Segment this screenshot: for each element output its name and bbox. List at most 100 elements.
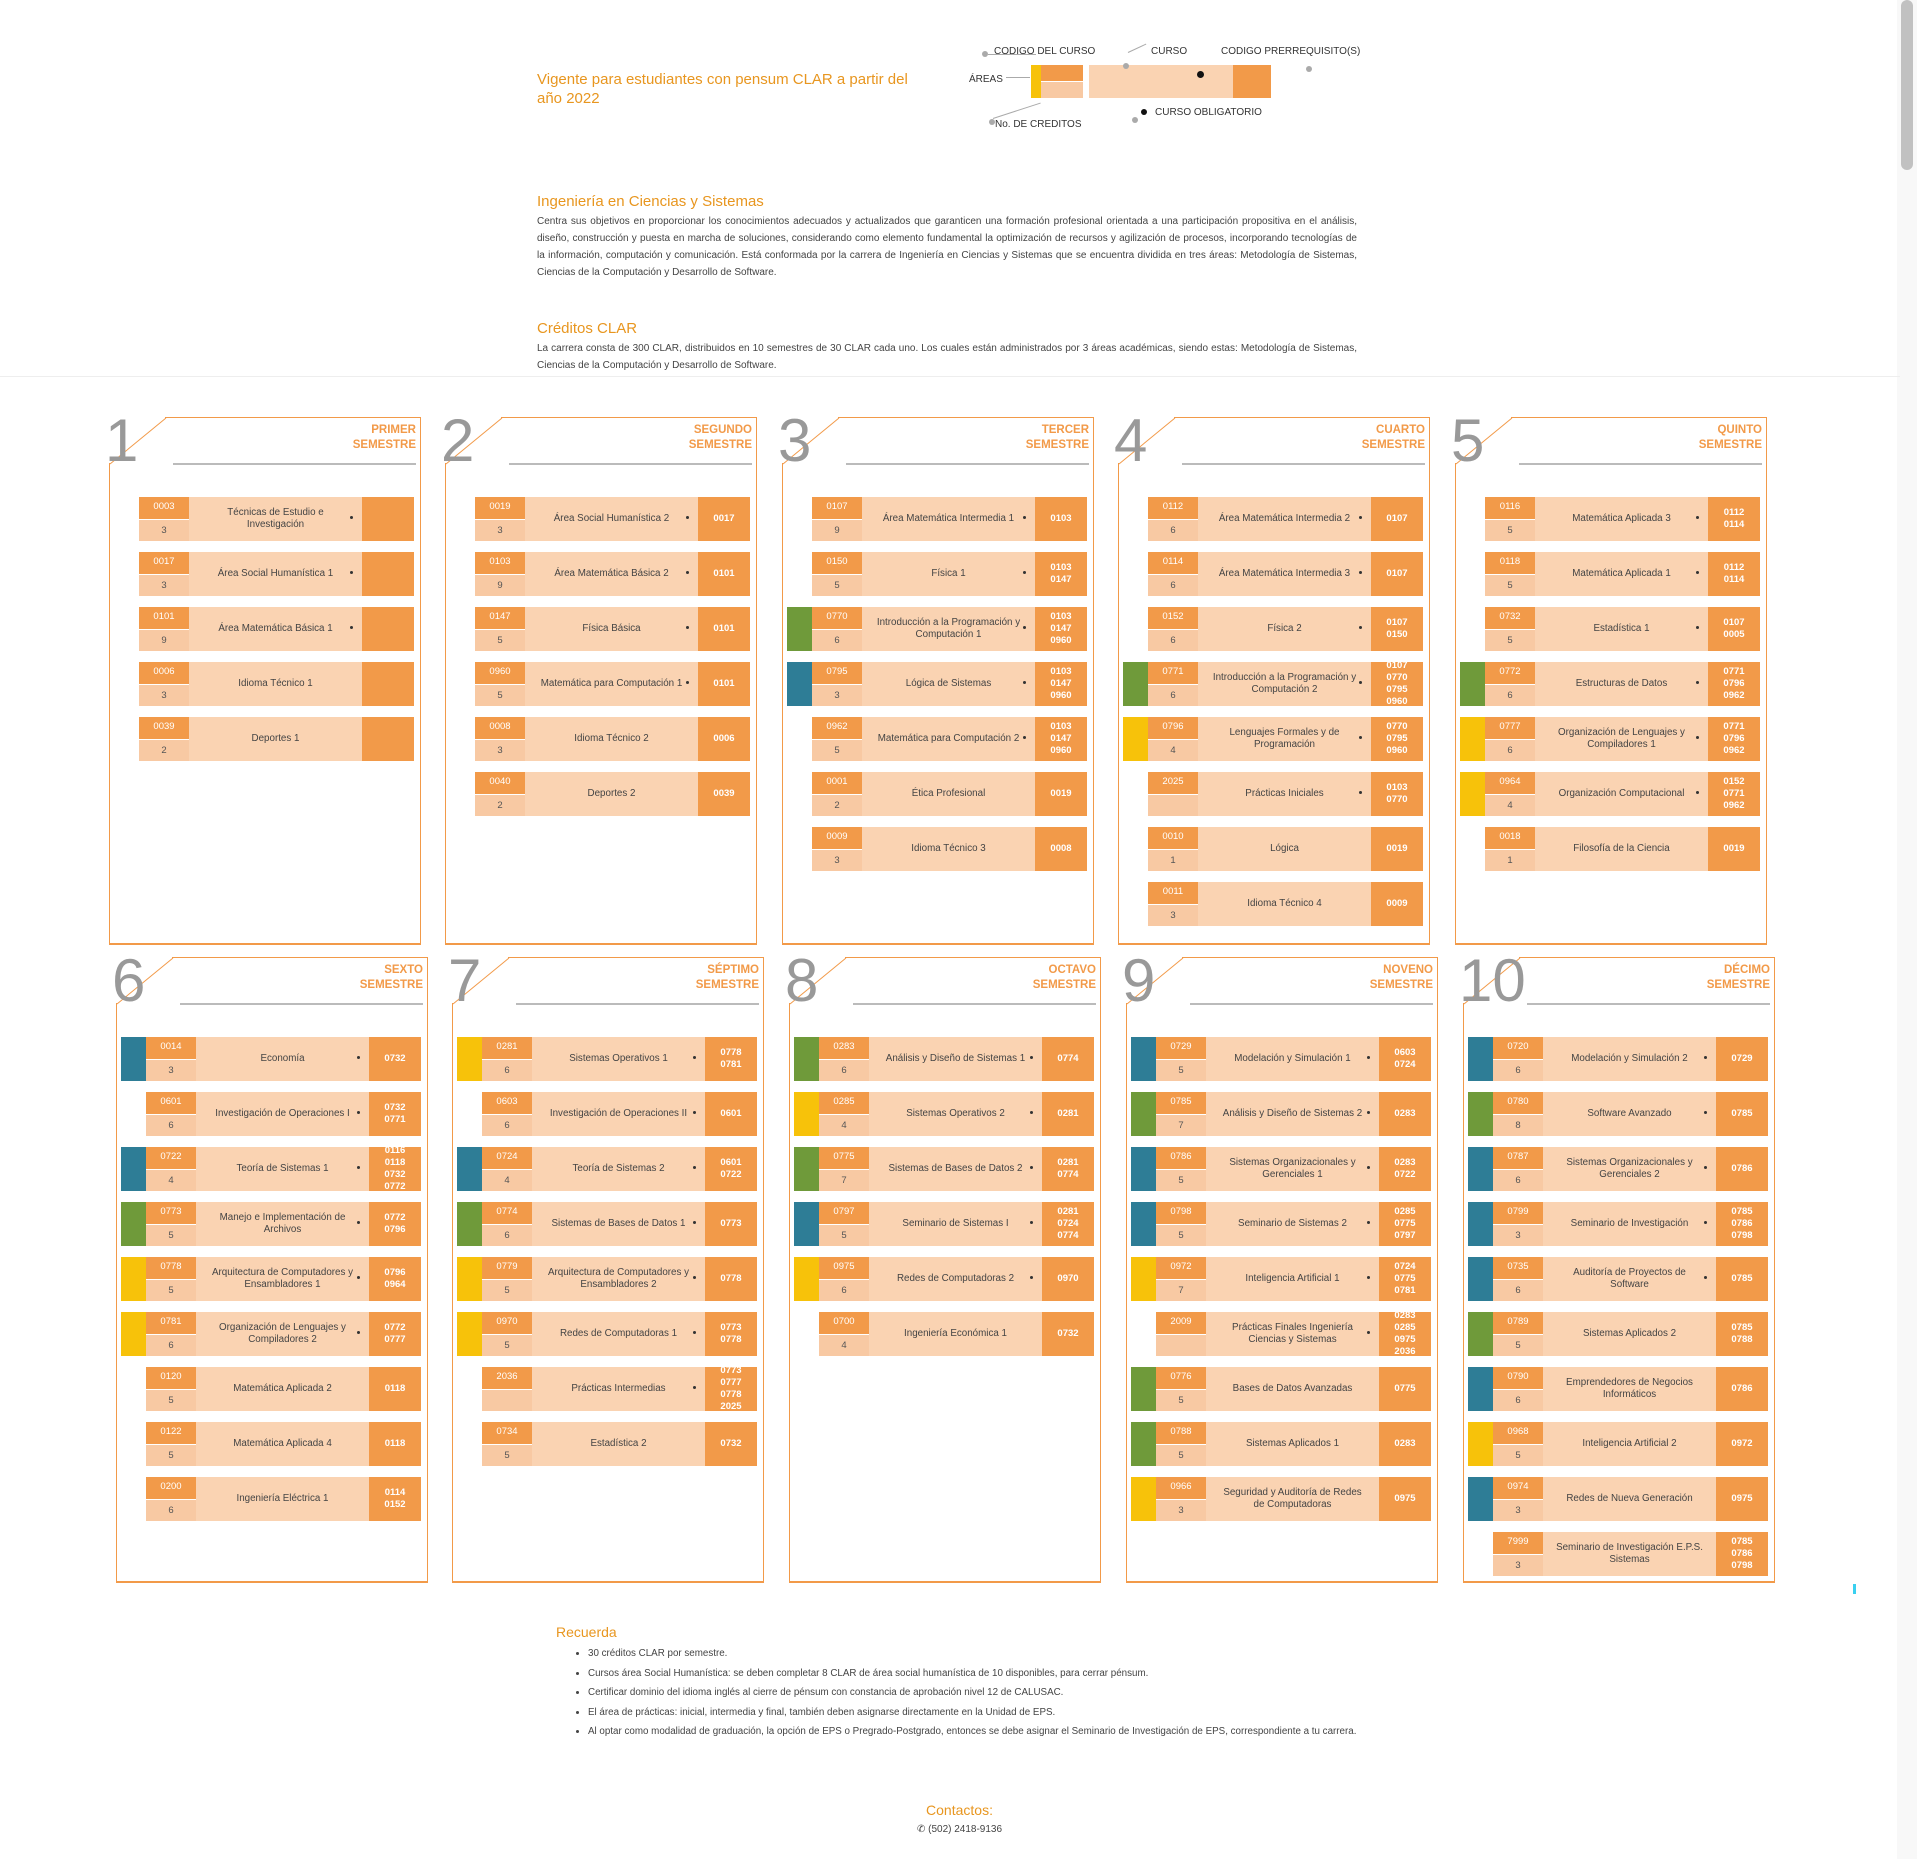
prereq-code: 0101 [713,678,735,689]
course-name: Lógica de Sistemas [862,662,1035,706]
course-0014[interactable]: 0014 3 Economía 0732 [121,1037,421,1081]
course-0019[interactable]: 0019 3 Área Social Humanística 2 0017 [450,497,750,541]
course-0974[interactable]: 0974 3 Redes de Nueva Generación 0975 [1468,1477,1768,1521]
course-0283[interactable]: 0283 6 Análisis y Diseño de Sistemas 1 0774 [794,1037,1094,1081]
semester-card-7: 7 SÉPTIMO SEMESTRE 0281 6 Sistemas Operativos… [448,951,764,1583]
course-0770[interactable]: 0770 6 Introducción a la Programación y Co… [787,607,1087,651]
course-0777[interactable]: 0777 6 Organización de Lenguajes y Compila… [1460,717,1760,761]
area-indicator [787,772,812,816]
course-0773[interactable]: 0773 5 Manejo e Implementación de Archivos… [121,1202,421,1246]
course-0787[interactable]: 0787 6 Sistemas Organizacionales y Gerenci… [1468,1147,1768,1191]
course-0114[interactable]: 0114 6 Área Matemática Intermedia 3 0107 [1123,552,1423,596]
course-0008[interactable]: 0008 3 Idioma Técnico 2 0006 [450,717,750,761]
contact-phone[interactable]: (502) 2418-9136 [928,1824,1003,1835]
course-name-text: Prácticas Intermedias [571,1383,666,1394]
scrollbar-track[interactable] [1897,0,1917,1859]
course-0798[interactable]: 0798 5 Seminario de Sistemas 2 0285 0775 0797 [1131,1202,1431,1246]
course-0107[interactable]: 0107 9 Área Matemática Intermedia 1 0103 [787,497,1087,541]
course-0724[interactable]: 0724 4 Teoría de Sistemas 2 0601 0722 [457,1147,757,1191]
course-0601[interactable]: 0601 6 Investigación de Operaciones I 0732 0… [121,1092,421,1136]
course-0789[interactable]: 0789 5 Sistemas Aplicados 2 0785 0788 [1468,1312,1768,1356]
course-0735[interactable]: 0735 6 Auditoría de Proyectos de Software 0… [1468,1257,1768,1301]
course-0009[interactable]: 0009 3 Idioma Técnico 3 0008 [787,827,1087,871]
course-7999[interactable]: 7999 3 Seminario de Investigación E.P.S. S… [1468,1532,1768,1576]
course-0964[interactable]: 0964 4 Organización Computacional 0152 0771 0… [1460,772,1760,816]
prereq-code: 0724 [1057,1218,1079,1229]
prereq-code: 0103 [1050,513,1072,524]
mandatory-dot-icon [693,1056,696,1059]
course-0960[interactable]: 0960 5 Matemática para Computación 1 0101 [450,662,750,706]
contact-phone-row[interactable]: ✆ (502) 2418-9136 [0,1824,1919,1835]
course-0772[interactable]: 0772 6 Estructuras de Datos 0771 0796 0962 [1460,662,1760,706]
course-2025[interactable]: 2025 Prácticas Iniciales 0103 0770 [1123,772,1423,816]
course-0778[interactable]: 0778 5 Arquitectura de Computadores y Ensa… [121,1257,421,1301]
course-credits: 3 [475,519,525,541]
course-0010[interactable]: 0010 1 Lógica 0019 [1123,827,1423,871]
course-0720[interactable]: 0720 6 Modelación y Simulación 2 0729 [1468,1037,1768,1081]
course-0147[interactable]: 0147 5 Física Básica 0101 [450,607,750,651]
course-0796[interactable]: 0796 4 Lenguajes Formales y de Programació… [1123,717,1423,761]
course-0152[interactable]: 0152 6 Física 2 0107 0150 [1123,607,1423,651]
course-0722[interactable]: 0722 4 Teoría de Sistemas 1 0116 0118 0732 077… [121,1145,421,1192]
course-0779[interactable]: 0779 5 Arquitectura de Computadores y Ensa… [457,1257,757,1301]
course-0962[interactable]: 0962 5 Matemática para Computación 2 0103 01… [787,717,1087,761]
course-0112[interactable]: 0112 6 Área Matemática Intermedia 2 0107 [1123,497,1423,541]
course-prereqs: 0772 0796 [369,1202,421,1246]
course-0150[interactable]: 0150 5 Física 1 0103 0147 [787,552,1087,596]
course-2009[interactable]: 2009 Prácticas Finales Ingeniería Ciencia… [1131,1310,1431,1357]
course-0001[interactable]: 0001 2 Ética Profesional 0019 [787,772,1087,816]
course-0039[interactable]: 0039 2 Deportes 1 [114,717,414,761]
course-0116[interactable]: 0116 5 Matemática Aplicada 3 0112 0114 [1460,497,1760,541]
course-0966[interactable]: 0966 3 Seguridad y Auditoría de Redes de C… [1131,1477,1431,1521]
course-0968[interactable]: 0968 5 Inteligencia Artificial 2 0972 [1468,1422,1768,1466]
course-0011[interactable]: 0011 3 Idioma Técnico 4 0009 [1123,882,1423,926]
course-0795[interactable]: 0795 3 Lógica de Sistemas 0103 0147 0960 [787,662,1087,706]
course-0018[interactable]: 0018 1 Filosofía de la Ciencia 0019 [1460,827,1760,871]
course-0040[interactable]: 0040 2 Deportes 2 0039 [450,772,750,816]
course-0771[interactable]: 0771 6 Introducción a la Programación y Co… [1123,660,1423,707]
mandatory-dot-icon [1367,1331,1370,1334]
course-0285[interactable]: 0285 4 Sistemas Operativos 2 0281 [794,1092,1094,1136]
course-0729[interactable]: 0729 5 Modelación y Simulación 1 0603 0724 [1131,1037,1431,1081]
scrollbar-thumb[interactable] [1901,0,1913,170]
course-0775[interactable]: 0775 7 Sistemas de Bases de Datos 2 0281 077… [794,1147,1094,1191]
course-0975[interactable]: 0975 6 Redes de Computadoras 2 0970 [794,1257,1094,1301]
course-0734[interactable]: 0734 5 Estadística 2 0732 [457,1422,757,1466]
course-name: Redes de Nueva Generación [1543,1477,1716,1521]
course-0118[interactable]: 0118 5 Matemática Aplicada 1 0112 0114 [1460,552,1760,596]
course-0781[interactable]: 0781 6 Organización de Lenguajes y Compila… [121,1312,421,1356]
course-0776[interactable]: 0776 5 Bases de Datos Avanzadas 0775 [1131,1367,1431,1411]
course-name-text: Modelación y Simulación 1 [1234,1053,1351,1064]
course-0972[interactable]: 0972 7 Inteligencia Artificial 1 0724 0775 07… [1131,1257,1431,1301]
course-0103[interactable]: 0103 9 Área Matemática Básica 2 0101 [450,552,750,596]
course-0700[interactable]: 0700 4 Ingeniería Económica 1 0732 [794,1312,1094,1356]
course-0003[interactable]: 0003 3 Técnicas de Estudio e Investigación [114,497,414,541]
prereq-code: 0103 [1050,562,1072,573]
course-0799[interactable]: 0799 3 Seminario de Investigación 0785 0786 0… [1468,1202,1768,1246]
course-0970[interactable]: 0970 5 Redes de Computadoras 1 0773 0778 [457,1312,757,1356]
course-0120[interactable]: 0120 5 Matemática Aplicada 2 0118 [121,1367,421,1411]
prereq-code: 0796 [1723,678,1745,689]
course-0797[interactable]: 0797 5 Seminario de Sistemas I 0281 0724 0774 [794,1202,1094,1246]
legend-areas: ÁREAS [969,74,1003,85]
semester-title: CUARTO SEMESTRE [1362,423,1425,453]
course-2036[interactable]: 2036 Prácticas Intermedias 0773 0777 0778 202… [457,1365,757,1412]
course-0006[interactable]: 0006 3 Idioma Técnico 1 [114,662,414,706]
course-0790[interactable]: 0790 6 Emprendedores de Negocios Informáti… [1468,1367,1768,1411]
mandatory-dot-icon [350,516,353,519]
course-0122[interactable]: 0122 5 Matemática Aplicada 4 0118 [121,1422,421,1466]
course-0785[interactable]: 0785 7 Análisis y Diseño de Sistemas 2 0283 [1131,1092,1431,1136]
course-0017[interactable]: 0017 3 Área Social Humanística 1 [114,552,414,596]
course-0732[interactable]: 0732 5 Estadística 1 0107 0005 [1460,607,1760,651]
course-0780[interactable]: 0780 8 Software Avanzado 0785 [1468,1092,1768,1136]
course-0788[interactable]: 0788 5 Sistemas Aplicados 1 0283 [1131,1422,1431,1466]
course-0774[interactable]: 0774 6 Sistemas de Bases de Datos 1 0773 [457,1202,757,1246]
prereq-code: 0006 [713,733,735,744]
course-0101[interactable]: 0101 9 Área Matemática Básica 1 [114,607,414,651]
area-indicator [1468,1092,1493,1136]
course-name: Introducción a la Programación y Computa… [1198,662,1371,706]
course-0603[interactable]: 0603 6 Investigación de Operaciones II 0601 [457,1092,757,1136]
course-0281[interactable]: 0281 6 Sistemas Operativos 1 0778 0781 [457,1037,757,1081]
course-0786[interactable]: 0786 5 Sistemas Organizacionales y Gerenci… [1131,1147,1431,1191]
course-0200[interactable]: 0200 6 Ingeniería Eléctrica 1 0114 0152 [121,1477,421,1521]
